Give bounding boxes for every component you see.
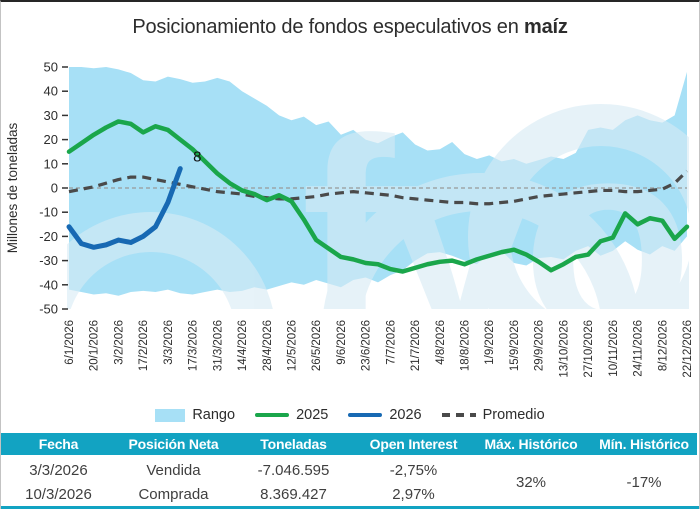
x-tick-label: 24/11/2026 [633,320,645,377]
legend-label: 2026 [389,407,422,423]
series-layer: 8 [66,119,690,274]
x-tick-label: 10/11/2026 [608,320,620,377]
line-2025 [66,119,690,274]
annotation-last-value: 8 [193,149,201,166]
col-header-open-interest: Open Interest [356,433,471,458]
y-tick-label: 50 [44,60,58,75]
y-tick-label: -40 [39,277,58,292]
x-tick-label: 22/12/2026 [682,320,694,378]
legend-swatch-dash [441,413,476,417]
legend-swatch-band [155,408,186,422]
col-header-max-historico: Máx. Histórico [471,433,591,458]
x-tick-label: 1/9/2026 [484,320,496,365]
y-tick-label: 10 [44,156,58,171]
row1-toneladas: -7.046.595 [231,458,356,482]
legend-item-2025: 2025 [255,407,328,423]
x-tick-label: 31/3/2026 [212,320,224,371]
y-tick-label: 20 [44,132,58,147]
x-tick-label: 12/5/2026 [286,320,298,371]
x-tick-label: 9/6/2026 [336,320,348,365]
min-historico-value: -17% [591,458,697,506]
watermark-text: fyo [301,82,684,395]
legend-label: 2025 [296,407,329,423]
row1-fecha: 3/3/2026 [1,458,116,482]
x-tick-label: 21/7/2026 [410,320,422,371]
fyo-watermark: fyo [67,82,689,395]
row2-toneladas: 8.369.427 [231,482,356,506]
y-axis-title: Millones de toneladas [5,122,20,253]
row2-posicion-neta: Comprada [116,482,231,506]
x-tick-label: 14/4/2026 [237,320,249,371]
legend-swatch-line-2025 [255,413,290,417]
legend-item-2026: 2026 [348,407,422,423]
col-header-posicion-neta: Posición Neta [116,433,231,458]
y-tick-label: -30 [39,253,58,268]
chart-title-prefix: Posicionamiento de fondos especulativos … [132,16,524,38]
y-tick-label: -10 [39,205,58,220]
max-historico-value: 32% [471,458,591,506]
x-tick-label: 26/5/2026 [311,320,323,371]
x-tick-label: 28/4/2026 [262,320,274,371]
positions-table: Fecha Posición Neta Toneladas Open Inter… [1,433,699,509]
row2-open-interest: 2,97% [356,482,471,506]
y-tick-label: -20 [39,229,58,244]
x-tick-label: 15/9/2026 [509,320,521,371]
x-tick-label: 18/8/2026 [460,320,472,371]
x-tick-label: 17/3/2026 [188,320,200,371]
legend-label: Rango [192,407,236,423]
y-tick-label: 0 [51,181,58,196]
x-tick-label: 13/10/2026 [558,320,570,378]
legend-item-promedio: Promedio [441,407,545,423]
chart-legend: Rango 2025 2026 Promedio [1,401,699,429]
x-tick-label: 17/2/2026 [138,320,150,371]
col-header-fecha: Fecha [1,433,116,458]
x-tick-label: 3/2/2026 [113,320,125,365]
x-tick-label: 23/6/2026 [361,320,373,371]
row1-open-interest: -2,75% [356,458,471,482]
x-tick-label: 7/7/2026 [385,320,397,365]
chart-title: Posicionamiento de fondos especulativos … [1,16,699,39]
x-tick-label: 20/1/2026 [89,320,101,371]
x-tick-label: 3/3/2026 [163,320,175,365]
col-header-min-historico: Mín. Histórico [591,433,697,458]
watermark-ring-o [468,104,689,309]
axes-layer: -50 -40 -30 -20 -10 0 10 20 30 40 50 6/1/2026 20/1/2… [39,60,694,378]
positioning-chart: fyo 8 -50 -40 -30 -20 -10 0 10 20 30 40 50 6/1/2026… [5,60,694,395]
line-2026 [66,166,183,250]
x-tick-label: 4/8/2026 [435,320,447,365]
legend-label: Promedio [482,407,545,423]
chart-title-commodity: maíz [523,16,568,38]
x-tick-label: 6/1/2026 [64,320,76,365]
x-tick-label: 27/10/2026 [583,320,595,378]
row1-posicion-neta: Vendida [116,458,231,482]
y-tick-label: 30 [44,108,58,123]
x-tick-label: 29/9/2026 [534,320,546,371]
y-tick-label: 40 [44,84,58,99]
promedio-line [68,169,689,206]
legend-swatch-line-2026 [348,413,383,417]
col-header-toneladas: Toneladas [231,433,356,458]
y-tick-label: -50 [39,302,58,317]
x-tick-label: 8/12/2026 [657,320,669,371]
legend-item-rango: Rango [155,407,235,423]
row2-fecha: 10/3/2026 [1,482,116,506]
